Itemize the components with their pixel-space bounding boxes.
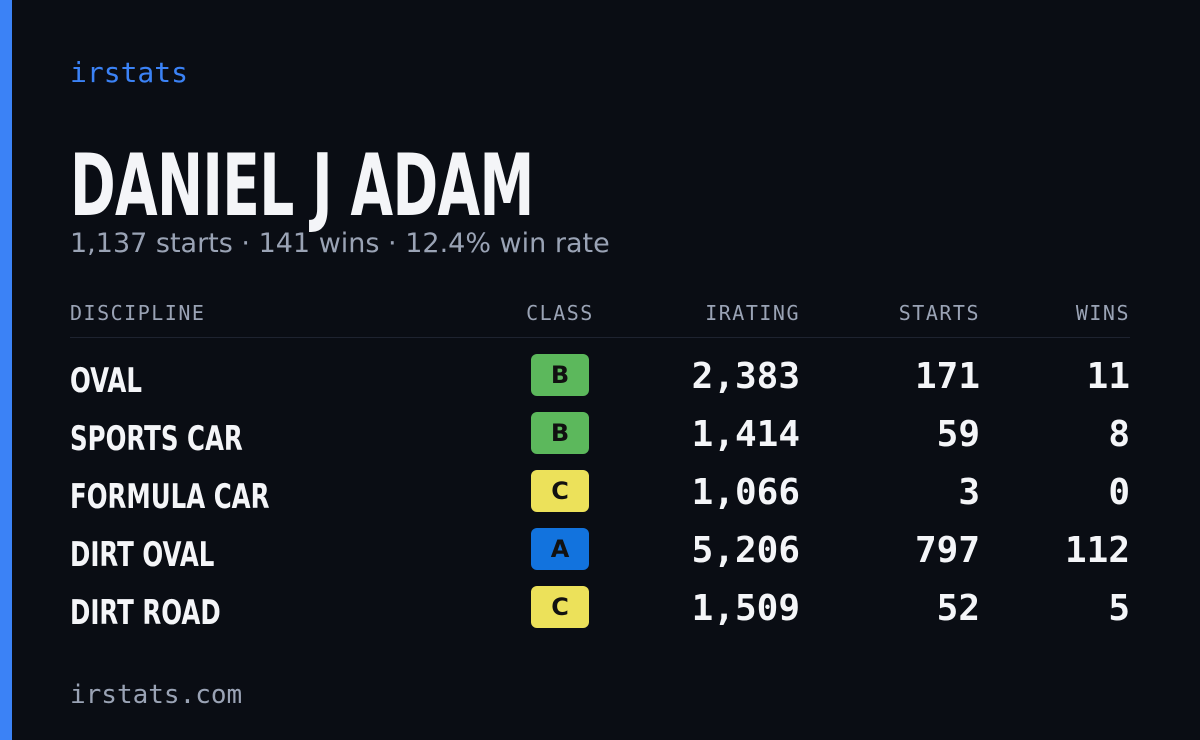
discipline: OVAL [70, 361, 142, 401]
footer-site: irstats.com [70, 680, 243, 710]
discipline: DIRT OVAL [70, 535, 215, 575]
starts: 797 [914, 530, 980, 571]
column-header: WINS [1075, 301, 1130, 325]
wins: 112 [1064, 530, 1130, 571]
starts: 171 [914, 356, 980, 397]
summary: 1,137 starts · 141 wins · 12.4% win rate [70, 228, 610, 259]
wins: 8 [1108, 414, 1130, 455]
class-badge: B [531, 412, 589, 454]
irating: 2,383 [691, 356, 800, 397]
irating: 1,066 [691, 472, 800, 513]
starts: 59 [936, 414, 980, 455]
wins: 11 [1086, 356, 1130, 397]
header-rule [70, 337, 1130, 338]
discipline: DIRT ROAD [70, 593, 221, 633]
column-header: DISCIPLINE [70, 301, 206, 325]
wins: 5 [1108, 588, 1130, 629]
class-badge: C [531, 586, 589, 628]
starts: 3 [958, 472, 980, 513]
brand: irstats [70, 56, 189, 89]
column-header: CLASS [526, 301, 594, 325]
starts: 52 [936, 588, 980, 629]
driver-name: DANIEL J ADAM [70, 136, 534, 236]
column-header: STARTS [898, 301, 980, 325]
wins: 0 [1108, 472, 1130, 513]
column-header: IRATING [705, 301, 800, 325]
class-badge: A [531, 528, 589, 570]
irating: 5,206 [691, 530, 800, 571]
irating: 1,509 [691, 588, 800, 629]
accent-bar [0, 0, 12, 740]
irating: 1,414 [691, 414, 800, 455]
class-badge: B [531, 354, 589, 396]
discipline: FORMULA CAR [70, 477, 270, 517]
class-badge: C [531, 470, 589, 512]
discipline: SPORTS CAR [70, 419, 243, 459]
